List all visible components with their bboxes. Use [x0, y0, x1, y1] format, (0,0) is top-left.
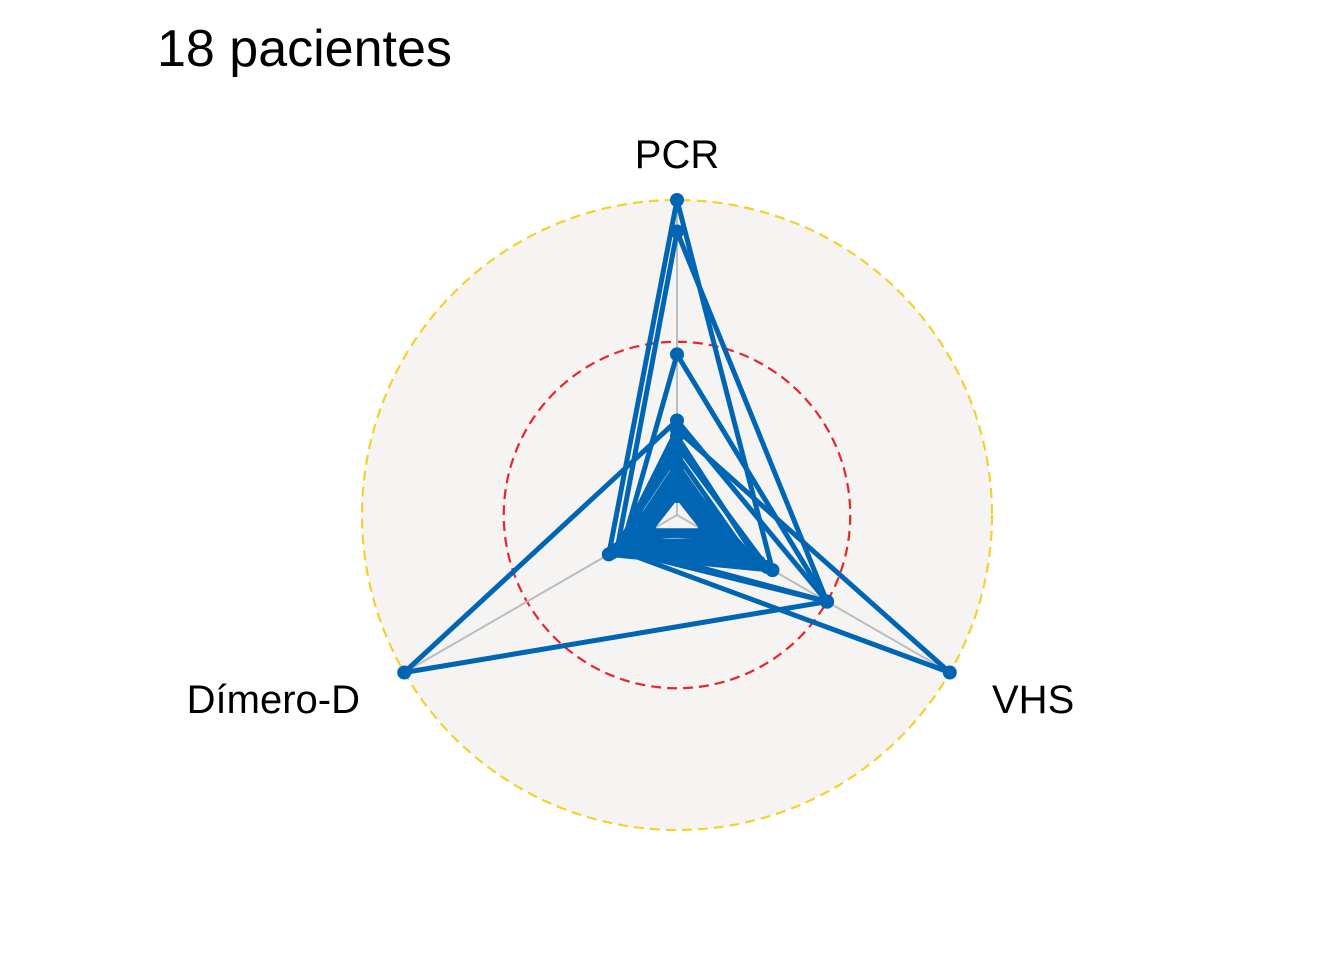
- series-line: [606, 197, 775, 573]
- data-point: [708, 530, 723, 545]
- chart-title: 18 pacientes: [157, 20, 452, 78]
- series-line: [647, 493, 707, 534]
- data-point: [727, 541, 742, 556]
- data-point: [746, 552, 761, 567]
- data-point: [397, 665, 412, 680]
- axis-label-dimero-d: Dímero-D: [187, 678, 360, 722]
- data-point: [942, 665, 957, 680]
- data-point: [670, 224, 684, 239]
- data-point: [670, 347, 684, 362]
- series-line: [619, 351, 830, 605]
- data-point: [670, 193, 684, 207]
- axis-label-pcr: PCR: [635, 133, 719, 177]
- reference-circle-max: [360, 198, 994, 832]
- data-point: [642, 523, 657, 538]
- series-line: [614, 427, 953, 675]
- series-line: [628, 484, 724, 545]
- series-line: [401, 418, 830, 675]
- data-point: [760, 559, 775, 574]
- series-line: [609, 452, 751, 559]
- axis-label-vhs: VHS: [992, 678, 1074, 722]
- data-point: [820, 594, 835, 609]
- series-layer: [397, 193, 957, 680]
- data-point: [697, 523, 712, 538]
- data-point: [670, 489, 684, 504]
